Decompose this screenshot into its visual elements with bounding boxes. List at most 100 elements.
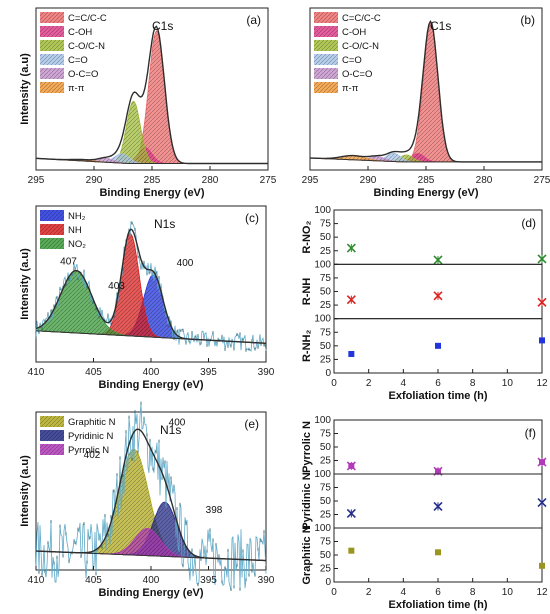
y-tick-label-f: 50 [320, 550, 332, 561]
legend-swatch-hatch-e [40, 430, 64, 441]
legend-label-c-nh: NH₂ [68, 211, 86, 222]
data-point-f-graphitic-n [435, 549, 441, 556]
y-tick-label-d: 100 [314, 259, 331, 270]
x-tick-label-a: 280 [202, 175, 219, 186]
peak-annotation-e: 398 [206, 505, 223, 516]
legend-swatch-hatch-b [314, 68, 338, 79]
x-axis-label-b: Binding Energy (eV) [373, 187, 478, 199]
legend-label-c-nh: NH [68, 225, 82, 236]
legend-label-e-graphitic-n: Graphitic N [68, 417, 116, 428]
legend-swatch-hatch-b [314, 40, 338, 51]
legend-swatch-hatch-b [314, 12, 338, 23]
x-tick-label-f: 6 [435, 587, 441, 598]
subplot-frame-d [333, 263, 543, 320]
x-tick-label-d: 2 [366, 378, 372, 389]
y-axis-label-f-pyrrolic-n: Pyrrolic N [301, 421, 313, 473]
y-tick-label-d: 100 [314, 314, 331, 325]
legend-swatch-hatch-b [314, 26, 338, 37]
peak-hatch-c-no [36, 270, 266, 344]
legend-swatch-hatch-a [40, 54, 64, 65]
x-axis-label-f: Exfoliation time (h) [389, 599, 488, 611]
y-axis-label-d-r-nh: R-NH₂ [301, 330, 313, 362]
peak-annotation-c: 403 [108, 281, 125, 292]
y-axis-label-f-graphitic-n: Graphitic N [301, 525, 313, 584]
x-tick-label-e: 395 [200, 575, 217, 586]
y-axis-label-d-r-no: R-NO₂ [301, 221, 313, 254]
legend-label-a-o-c-o: O-C=O [68, 69, 98, 80]
x-tick-label-e: 390 [258, 575, 275, 586]
peak-hatch-a-c-oh [36, 147, 268, 164]
raw-data-c [35, 220, 267, 353]
legend-swatch-hatch-a [40, 26, 64, 37]
panel-title-e: N1s [160, 423, 181, 437]
peak-hatch-e-graphitic-n [36, 449, 266, 561]
data-point-f-pyridinic-n [433, 501, 443, 511]
x-tick-label-f: 0 [331, 587, 337, 598]
panel-label-a: (a) [246, 13, 261, 27]
y-axis-label-d-r-nh: R-NH [301, 278, 313, 306]
y-axis-label-e: Intensity (a.u) [19, 455, 31, 527]
data-point-d-r-no [433, 255, 443, 265]
data-point-f-pyridinic-n [346, 508, 356, 518]
x-tick-label-b: 275 [534, 175, 550, 186]
x-tick-label-f: 10 [502, 587, 514, 598]
data-point-f-pyridinic-n [537, 498, 547, 508]
peak-annotation-c: 400 [177, 258, 194, 269]
peak-hatch-b-c-c-c-c [310, 22, 542, 162]
y-tick-label-f: 100 [314, 415, 331, 426]
y-tick-label-f: 25 [320, 456, 332, 467]
legend-swatch-hatch-a [40, 82, 64, 93]
y-tick-label-f: 75 [320, 429, 332, 440]
y-tick-label-d: 50 [320, 232, 332, 243]
x-tick-label-a: 290 [86, 175, 103, 186]
panel-label-d: (d) [521, 216, 536, 230]
x-axis-label-a: Binding Energy (eV) [99, 187, 204, 199]
data-point-f-graphitic-n [539, 562, 545, 569]
legend-label-a-: π-π [68, 83, 85, 94]
y-tick-label-f: 25 [320, 510, 332, 521]
subplot-frame-f [333, 419, 543, 475]
data-point-d-r-nh [346, 295, 356, 305]
legend-swatch-hatch-a [40, 12, 64, 23]
y-tick-label-f: 0 [325, 577, 331, 588]
legend-swatch-hatch-e [40, 444, 64, 455]
legend-label-e-pyridinic-n: Pyridinic N [68, 431, 114, 442]
legend-label-c-no: NO₂ [68, 239, 86, 250]
legend-swatch-hatch-c [40, 238, 64, 249]
data-point-d-r-nh [537, 297, 547, 307]
data-point-d-r-nh [348, 350, 355, 357]
legend-swatch-hatch-e [40, 416, 64, 427]
x-tick-label-f: 2 [366, 587, 372, 598]
legend-label-a-c-oh: C-OH [68, 27, 92, 38]
legend-swatch-hatch-c [40, 210, 64, 221]
y-tick-label-f: 75 [320, 483, 332, 494]
x-axis-label-d: Exfoliation time (h) [389, 390, 488, 402]
peak-hatch-a-c-c-c-c [36, 30, 268, 164]
panel-title-b: C1s [430, 19, 451, 33]
x-tick-label-d: 0 [331, 378, 337, 389]
x-tick-label-c: 405 [85, 367, 102, 378]
peak-hatch-c-nh [36, 274, 266, 344]
legend-swatch-hatch-a [40, 68, 64, 79]
x-tick-label-d: 8 [470, 378, 476, 389]
y-tick-label-f: 25 [320, 564, 332, 575]
x-tick-label-b: 280 [476, 175, 493, 186]
x-tick-label-f: 12 [536, 587, 548, 598]
y-tick-label-d: 75 [320, 327, 332, 338]
subplot-frame-f [333, 473, 543, 529]
peak-hatch-b-c-oh [310, 153, 542, 162]
x-tick-label-e: 405 [85, 575, 102, 586]
data-point-d-r-nh [433, 291, 443, 301]
y-tick-label-f: 50 [320, 496, 332, 507]
peak-annotation-c: 407 [60, 256, 77, 267]
legend-label-a-c-c-c-c: C=C/C-C [68, 13, 107, 24]
x-tick-label-a: 295 [28, 175, 45, 186]
y-tick-label-d: 25 [320, 354, 332, 365]
y-tick-label-d: 0 [325, 368, 331, 379]
y-tick-label-d: 50 [320, 287, 332, 298]
data-point-d-r-nh [435, 342, 441, 349]
panel-label-c: (c) [245, 211, 259, 225]
data-point-f-pyrrolic-n [537, 457, 547, 467]
x-axis-label-c: Binding Energy (eV) [98, 379, 203, 391]
